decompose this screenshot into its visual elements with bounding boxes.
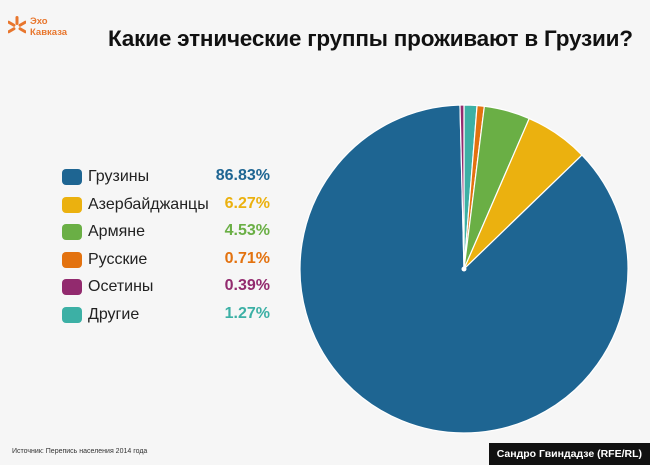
legend-label: Армяне — [88, 223, 145, 240]
legend-item-armenians: Армяне 4.53% — [62, 221, 292, 249]
pie-center-dot — [461, 266, 467, 272]
legend-swatch — [62, 169, 82, 185]
legend-label: Грузины — [88, 168, 150, 185]
legend-item-ossetians: Осетины 0.39% — [62, 276, 292, 304]
legend-item-others: Другие 1.27% — [62, 304, 292, 332]
brand-logo: Эхо Кавказа — [8, 14, 78, 48]
legend-value: 86.83% — [215, 167, 270, 184]
legend-label: Русские — [88, 250, 148, 268]
legend-value: 0.71% — [224, 249, 270, 267]
legend-swatch — [62, 306, 82, 323]
legend-label: Осетины — [88, 278, 154, 295]
author-credit: Сандро Гвиндадзе (RFE/RL) — [488, 443, 650, 465]
legend-value: 1.27% — [224, 304, 270, 322]
legend-item-russians: Русские 0.71% — [62, 249, 292, 277]
legend-swatch — [62, 251, 82, 268]
legend-label: Другие — [88, 305, 140, 323]
chart-legend: Грузины 86.83% Азербайджанцы 6.27% Армян… — [62, 166, 292, 331]
legend-item-georgians: Грузины 86.83% — [62, 166, 292, 194]
brand-logo-icon — [8, 16, 26, 34]
legend-swatch — [62, 196, 82, 213]
legend-swatch — [62, 224, 82, 240]
brand-name-line2: Кавказа — [30, 27, 68, 38]
legend-value: 4.53% — [224, 222, 270, 239]
legend-swatch — [62, 279, 82, 295]
legend-value: 6.27% — [224, 194, 270, 212]
brand-name-line1: Эхо — [30, 16, 48, 27]
legend-item-azerbaijanis: Азербайджанцы 6.27% — [62, 194, 292, 222]
legend-value: 0.39% — [224, 277, 270, 294]
pie-slice — [459, 104, 465, 270]
legend-label: Азербайджанцы — [88, 195, 209, 213]
chart-title: Какие этнические группы проживают в Груз… — [108, 26, 633, 51]
source-note: Источник: Перепись населения 2014 года — [12, 448, 148, 455]
